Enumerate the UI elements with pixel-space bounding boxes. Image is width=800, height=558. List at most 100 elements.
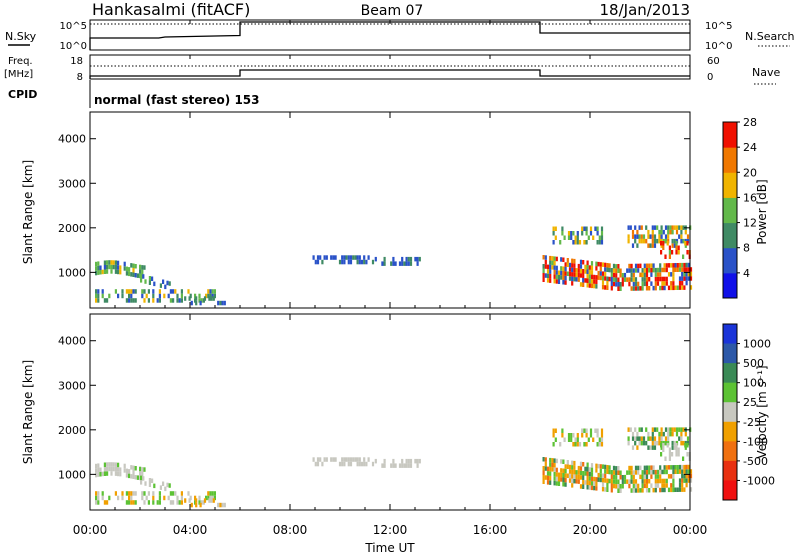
power-cell — [590, 270, 594, 275]
velocity-cell — [588, 471, 591, 477]
velocity-cell — [134, 475, 137, 480]
velocity-cell — [610, 479, 613, 484]
y-tick-label: 4000 — [58, 133, 86, 146]
velocity-cell — [134, 500, 137, 505]
y-tick-label: 1000 — [58, 266, 86, 279]
velocity-cell — [608, 469, 611, 475]
velocity-cell — [686, 452, 689, 457]
power-cell — [654, 285, 657, 291]
velocity-cell — [151, 478, 154, 483]
power-cell — [595, 275, 598, 280]
power-cell — [681, 280, 684, 286]
velocity-cell — [632, 470, 635, 475]
velocity-cell — [549, 475, 552, 481]
velocity-cell — [660, 445, 663, 450]
power-cell — [636, 229, 639, 235]
power-cell — [553, 265, 556, 270]
power-cell — [217, 300, 220, 306]
power-cell — [664, 234, 668, 239]
velocity-cell — [669, 427, 672, 432]
velocity-cell — [103, 462, 106, 467]
velocity-cell — [219, 502, 222, 508]
velocity-cell — [632, 479, 635, 484]
power-cell — [103, 269, 106, 274]
power-cell — [414, 256, 417, 262]
power-cell — [634, 238, 637, 244]
x-axis-label: Time UT — [364, 541, 415, 554]
velocity-cell — [582, 471, 585, 476]
velocity-cell — [549, 480, 552, 485]
power-cell — [660, 225, 663, 230]
power-cell — [658, 229, 661, 235]
power-cell — [612, 263, 616, 269]
velocity-cell — [566, 473, 569, 478]
velocity-cell — [586, 462, 589, 467]
velocity-cell — [145, 495, 148, 501]
velocity-cell — [668, 447, 671, 452]
velocity-cell — [626, 470, 629, 475]
velocity-cell — [604, 469, 607, 474]
power-cell — [187, 289, 190, 294]
velocity-cell — [661, 487, 664, 493]
velocity-cell — [597, 477, 600, 482]
velocity-cell — [615, 466, 618, 471]
power-cell — [623, 272, 627, 278]
power-cell — [213, 289, 216, 294]
power-cell — [95, 261, 98, 267]
velocity-cell — [658, 436, 661, 441]
power-cell — [648, 286, 651, 291]
power-cell — [416, 261, 419, 266]
power-cell — [680, 234, 683, 239]
power-cell — [640, 225, 643, 230]
power-cell — [221, 300, 224, 306]
power-cell — [594, 226, 597, 231]
power-cell — [568, 267, 572, 272]
velocity-cell — [663, 469, 666, 475]
power-cell — [638, 234, 641, 239]
power-cell — [566, 262, 569, 267]
velocity-cell — [209, 491, 212, 496]
velocity-cell — [184, 498, 187, 503]
power-cell — [672, 263, 675, 268]
power-cell — [544, 259, 547, 265]
power-cell — [685, 267, 688, 272]
velocity-cell — [674, 465, 677, 470]
velocity-cell — [672, 465, 675, 470]
power-cell — [407, 256, 410, 262]
velocity-cell — [632, 474, 635, 480]
velocity-colorbar: 1000 500 100 25 -25 -100 -500 -1000 — [722, 323, 775, 501]
velocity-cell — [97, 491, 100, 496]
velocity-cell — [575, 479, 578, 484]
power-cell — [643, 268, 646, 273]
velocity-cell — [675, 443, 678, 448]
power-cell — [610, 268, 613, 273]
velocity-cell — [647, 445, 650, 450]
velocity-cell — [562, 477, 565, 482]
power-cell — [223, 300, 226, 306]
power-cell — [678, 280, 682, 286]
velocity-cell — [632, 488, 635, 493]
velocity-cell — [681, 464, 684, 470]
velocity-cell — [652, 465, 655, 470]
velocity-cell — [567, 437, 571, 442]
velocity-cell — [108, 495, 111, 501]
power-cell — [661, 267, 664, 273]
power-cell — [134, 289, 137, 294]
velocity-cell — [579, 470, 583, 476]
power-cell — [634, 234, 637, 239]
power-cell — [360, 259, 364, 265]
velocity-cell — [568, 464, 572, 470]
velocity-cell — [147, 491, 150, 496]
power-cell — [95, 293, 98, 299]
velocity-cell — [590, 476, 594, 482]
power-cell — [542, 264, 545, 269]
power-cell — [629, 225, 632, 230]
power-cell — [682, 238, 685, 244]
velocity-cell — [209, 495, 212, 501]
power-cell — [628, 277, 631, 282]
velocity-cell — [416, 458, 419, 464]
power-cell — [683, 285, 686, 290]
freq-tick-left-bottom: 8 — [77, 72, 83, 83]
velocity-cell — [128, 500, 131, 505]
velocity-cell — [656, 427, 659, 432]
